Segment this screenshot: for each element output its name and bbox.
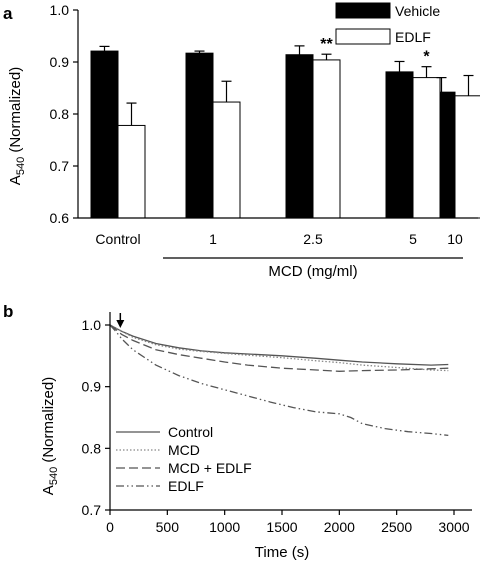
panel-b-x-tick-label: 2500: [381, 519, 412, 535]
panel-b-y-tick-label: 0.9: [82, 379, 102, 395]
panel-a-y-ticks: 0.6 0.7 0.8 0.9 1.0: [50, 2, 78, 226]
panel-b-y-tick-label: 1.0: [82, 317, 102, 333]
legend-label-mcd-edlf: MCD + EDLF: [168, 460, 252, 476]
panel-a-bars: [90, 50, 480, 219]
panel-b-x-tick-label: 500: [156, 519, 180, 535]
bar-vehicle-3: [385, 71, 414, 219]
bar-edlf-4: [454, 95, 480, 219]
panel-a-y-tick-label: 1.0: [50, 2, 70, 18]
panel-a-significance-marks: ***: [320, 36, 430, 65]
legend-label-edlf: EDLF: [395, 29, 431, 45]
panel-a-category-label: 2.5: [303, 231, 323, 247]
panel-b-x-axis-title: Time (s): [255, 544, 309, 561]
panel-b-legend: Control MCD MCD + EDLF EDLF: [116, 424, 252, 494]
panel-b-y-ticks: 0.7 0.8 0.9 1.0: [82, 317, 110, 518]
panel-a-label: a: [3, 4, 13, 23]
bar-vehicle-1: [185, 52, 214, 219]
panel-b-x-tick-label: 3000: [438, 519, 469, 535]
panel-a-y-tick-label: 0.6: [50, 210, 70, 226]
bar-edlf-0: [117, 124, 146, 219]
legend-label-mcd: MCD: [168, 442, 200, 458]
panel-b-x-tick-label: 2000: [324, 519, 355, 535]
panel-a-y-tick-label: 0.9: [50, 54, 70, 70]
bar-edlf-3: [412, 77, 441, 219]
panel-a-category-labels: Control 1 2.5 5 10: [95, 231, 463, 247]
legend-label-vehicle: Vehicle: [395, 3, 440, 19]
panel-a-error-bars: [99, 45, 474, 126]
panel-a-y-tick-label: 0.8: [50, 106, 70, 122]
arrow-head: [116, 320, 125, 328]
panel-a-category-label: 5: [409, 231, 417, 247]
panel-a-category-label: 10: [447, 231, 463, 247]
legend-swatch-edlf: [335, 28, 391, 45]
panel-b-x-tick-label: 1500: [266, 519, 297, 535]
addition-arrow: [116, 313, 125, 328]
panel-a-legend: Vehicle EDLF: [335, 2, 440, 45]
bar-edlf-2: [312, 59, 341, 219]
legend-label-control: Control: [168, 424, 213, 440]
panel-b-line-chart: b A540 (Normalized) 0.7 0.8 0.9 1.0 0 500 100…: [3, 302, 472, 561]
panel-a-group-label: MCD (mg/ml): [268, 263, 357, 280]
series-line-control: [109, 324, 449, 366]
series-line-mcd-edlf: [109, 324, 449, 372]
bar-vehicle-2: [285, 54, 314, 219]
significance-mark: *: [423, 49, 430, 66]
series-line-edlf: [109, 324, 449, 437]
panel-b-x-ticks: 0 500 1000 1500 2000 2500 3000: [106, 510, 470, 535]
panel-a-y-tick-label: 0.7: [50, 158, 70, 174]
panel-a-category-label: Control: [95, 231, 140, 247]
legend-swatch-vehicle: [335, 2, 391, 19]
significance-mark: **: [320, 36, 333, 53]
panel-b-x-tick-label: 1000: [209, 519, 240, 535]
panel-b-y-tick-label: 0.8: [82, 440, 102, 456]
panel-b-y-tick-label: 0.7: [82, 502, 102, 518]
bar-edlf-1: [212, 101, 241, 219]
panel-b-series-lines: [109, 324, 449, 437]
panel-a-bar-chart: a A540 (Normalized) 0.60.70.80.91.0 *** …: [3, 2, 480, 280]
panel-b-y-axis-title: A540 (Normalized): [40, 377, 60, 495]
legend-label-edlf: EDLF: [168, 478, 204, 494]
bar-vehicle-0: [90, 50, 119, 219]
panel-a-category-label: 1: [209, 231, 217, 247]
panel-a-y-axis-title: A540 (Normalized): [7, 67, 27, 185]
panel-b-label: b: [3, 302, 13, 321]
panel-b-x-tick-label: 0: [106, 519, 114, 535]
